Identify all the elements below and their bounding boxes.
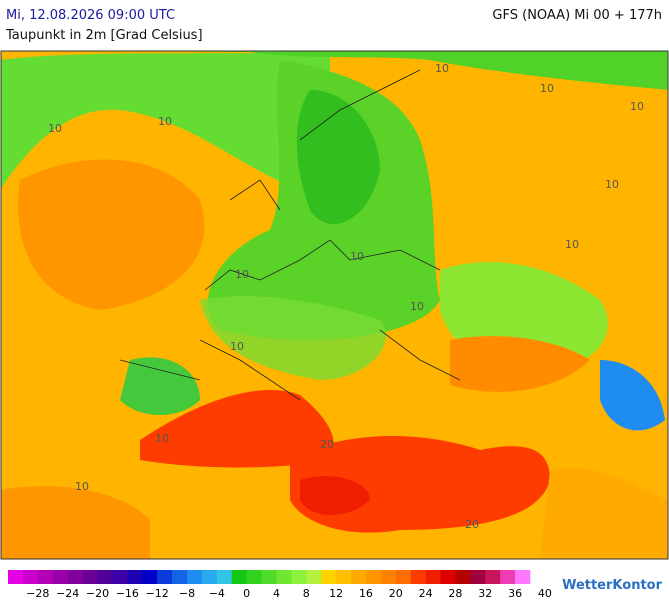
- color-swatch: [172, 570, 188, 584]
- color-swatch: [395, 570, 411, 584]
- contour-label: 10: [350, 250, 364, 263]
- colorbar-label: −4: [209, 587, 225, 600]
- colorbar-label: 24: [419, 587, 433, 600]
- color-swatch: [485, 570, 501, 584]
- color-swatch: [351, 570, 367, 584]
- colorbar-label: 16: [359, 587, 373, 600]
- color-swatch: [440, 570, 456, 584]
- color-swatch: [261, 570, 277, 584]
- color-swatch: [455, 570, 471, 584]
- contour-label: 10: [230, 340, 244, 353]
- color-swatch: [231, 570, 247, 584]
- datetime: Mi, 12.08.2026 09:00 UTC: [6, 8, 175, 23]
- colorbar-label: 20: [389, 587, 403, 600]
- color-swatch: [201, 570, 218, 584]
- colorbar-label: −28: [26, 587, 49, 600]
- colorbar-label: 4: [273, 587, 280, 600]
- color-swatch: [336, 570, 352, 584]
- color-swatch: [410, 570, 426, 584]
- color-swatch: [142, 570, 158, 584]
- color-swatch: [306, 570, 322, 584]
- color-swatch: [37, 570, 54, 584]
- colorbar-label: −12: [146, 587, 169, 600]
- color-swatch: [425, 570, 441, 584]
- color-swatch: [112, 570, 128, 584]
- contour-label: 10: [565, 238, 579, 251]
- contour-label: 10: [235, 268, 249, 281]
- color-swatch: [8, 570, 24, 584]
- contour-label: 10: [630, 100, 644, 113]
- color-swatch: [500, 570, 516, 584]
- model-run: GFS (NOAA) Mi 00 + 177h: [492, 8, 662, 23]
- color-swatch: [291, 570, 307, 584]
- colorbar-label: 0: [243, 587, 250, 600]
- contour-label: 10: [605, 178, 619, 191]
- contour-label: 10: [435, 62, 449, 75]
- color-swatch: [515, 570, 531, 584]
- contour-labels: 10 10 10 10 10 10 10 10 10 10 10 10 10 20 20: [48, 62, 644, 531]
- color-swatch: [22, 570, 39, 584]
- contour-label: 10: [158, 115, 172, 128]
- color-swatch: [67, 570, 83, 584]
- contour-label: 10: [410, 300, 424, 313]
- color-swatch: [127, 570, 143, 584]
- color-swatch: [276, 570, 292, 584]
- logo: WetterKontor: [562, 578, 663, 593]
- colorbar-label: 32: [478, 587, 492, 600]
- color-swatch: [321, 570, 337, 584]
- color-swatch: [365, 570, 382, 584]
- contour-label: 10: [540, 82, 554, 95]
- colorbar-label: −20: [86, 587, 109, 600]
- colorbar-label: −24: [56, 587, 79, 600]
- color-swatch: [52, 570, 68, 584]
- colorbar-label: 40: [538, 587, 552, 600]
- color-swatch: [186, 570, 203, 584]
- contour-label: 10: [155, 432, 169, 445]
- colorbar-label: −16: [116, 587, 139, 600]
- color-swatch: [216, 570, 233, 584]
- colorbar-label: 12: [329, 587, 343, 600]
- colorbar-label: 28: [448, 587, 462, 600]
- contour-label: 20: [320, 438, 334, 451]
- parameter: Taupunkt in 2m [Grad Celsius]: [5, 28, 203, 43]
- contour-label: 10: [75, 480, 89, 493]
- contour-label: 10: [48, 122, 62, 135]
- color-swatch: [470, 570, 486, 584]
- color-swatch: [246, 570, 262, 584]
- color-swatch: [97, 570, 113, 584]
- color-swatch: [82, 570, 98, 584]
- map: [0, 50, 669, 560]
- colorbar-label: 8: [303, 587, 310, 600]
- colorbar-label: 36: [508, 587, 522, 600]
- color-swatch: [157, 570, 173, 584]
- contour-label: 20: [465, 518, 479, 531]
- colorbar: −28 −24 −20 −16 −12 −8 −4 0 4 8 12 16 20 24 28 32 36 40: [8, 570, 552, 600]
- colorbar-label: −8: [179, 587, 195, 600]
- color-swatch: [380, 570, 397, 584]
